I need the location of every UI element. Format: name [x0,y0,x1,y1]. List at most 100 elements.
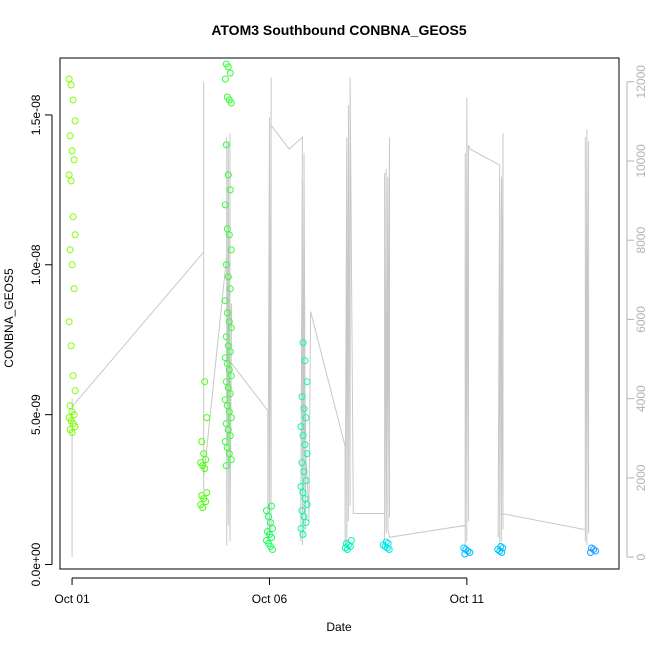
data-point [69,213,77,221]
data-point [67,81,75,89]
data-point [225,450,233,458]
data-point [203,489,211,497]
data-point [300,405,308,413]
data-point [226,285,234,293]
data-point [298,459,306,467]
data-point [269,525,276,532]
data-point [226,69,234,77]
altitude-trace [71,77,590,558]
data-point [299,339,307,347]
data-point [226,432,234,440]
chart-title: ATOM3 Southbound CONBNA_GEOS5 [211,22,467,38]
data-point [301,495,309,503]
data-point [297,483,305,491]
data-point [301,441,309,449]
data-point [198,438,206,446]
data-point [222,333,230,341]
data-point [221,201,229,209]
data-point [385,546,393,553]
data-point [269,546,276,553]
data-point [222,141,230,149]
y-tick-label: 1.0e-08 [29,244,43,285]
y2-tick-label: 12000 [634,65,648,99]
data-point [299,531,307,538]
y2-tick-label: 2000 [634,464,648,491]
data-point [223,402,231,410]
y-axis-left: 0.0e+00 5.0e-09 1.0e-08 1.5e-08 [29,94,53,586]
data-point [221,75,229,83]
data-point [223,444,231,452]
data-point [226,390,234,398]
data-point [587,549,594,556]
data-point [224,171,232,179]
x-axis: Oct 01 Oct 06 Oct 11 [54,577,485,606]
data-point [302,477,310,485]
data-point [202,498,210,506]
data-point [298,393,306,401]
data-point [299,432,307,440]
x-tick-label: Oct 11 [450,592,485,606]
data-point [222,378,230,386]
data-point [66,132,74,140]
data-point [227,414,235,422]
data-point [225,231,233,239]
data-point [221,297,229,305]
data-point [68,429,76,437]
data-point [221,438,229,446]
data-point [225,408,233,416]
data-point [303,501,311,509]
data-point [70,156,78,164]
y2-tick-label: 4000 [634,385,648,412]
data-point [300,468,308,476]
data-point [222,261,230,269]
data-point [302,519,310,526]
data-point [221,396,229,404]
y-tick-label: 1.5e-08 [29,94,43,135]
data-point [201,378,209,386]
data-point [65,318,73,326]
y2-tick-label: 8000 [634,227,648,254]
y2-tick-label: 6000 [634,306,648,333]
data-point [303,378,311,386]
data-point [69,372,77,380]
y-axis-label: CONBNA_GEOS5 [2,268,16,368]
y-tick-label: 0.0e+00 [29,542,43,586]
data-point [461,550,469,558]
data-point [297,423,305,431]
data-point [268,502,275,510]
data-point [222,420,230,428]
data-point [263,507,270,515]
data-point [68,147,76,155]
data-point [302,414,310,422]
data-point [341,544,349,552]
data-point [69,96,77,104]
data-point [226,186,234,194]
data-point [203,414,211,422]
data-point [71,117,79,125]
data-point [222,462,230,470]
data-point [199,504,207,512]
data-point [65,171,73,179]
plot-frame [59,57,620,570]
data-point [71,387,79,395]
x-tick-label: Oct 06 [252,592,288,606]
data-point [221,354,229,362]
data-point [383,544,391,552]
data-point [227,99,235,107]
data-point [265,513,272,521]
data-point [70,285,78,293]
data-point [223,309,231,317]
data-point [297,525,305,532]
data-point [66,402,74,410]
data-point [224,384,232,392]
y-axis-right: 0 2000 4000 6000 8000 10000 12000 [626,65,648,560]
data-point [225,318,233,326]
data-point [71,231,79,239]
data-point [202,456,210,464]
y2-tick-label: 0 [634,553,648,560]
data-point [298,507,306,515]
data-point [227,324,235,332]
data-point [300,513,308,521]
data-point [498,549,506,556]
